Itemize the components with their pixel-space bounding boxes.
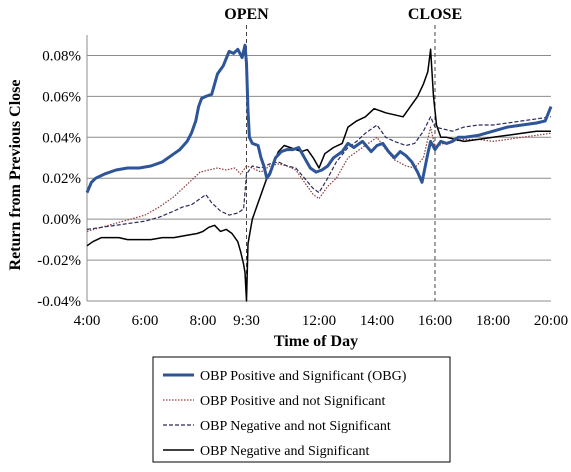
event-label: OPEN	[224, 6, 269, 23]
y-tick-label: 0.02%	[42, 171, 81, 187]
x-tick-label: 9:30	[233, 313, 260, 329]
y-tick-label: 0.00%	[42, 212, 81, 228]
event-label: CLOSE	[408, 6, 462, 23]
y-tick-label: -0.02%	[37, 253, 81, 269]
legend-label: OBP Negative and Significant	[200, 444, 370, 459]
legend-label: OBP Negative and not Significant	[200, 419, 391, 434]
x-tick-label: 14:00	[360, 313, 394, 329]
legend-box	[152, 356, 451, 463]
x-tick-label: 8:00	[190, 313, 217, 329]
x-tick-label: 18:00	[476, 313, 510, 329]
legend-label: OBP Positive and Significant (OBG)	[200, 369, 407, 384]
y-tick-label: -0.04%	[37, 294, 81, 310]
x-tick-label: 20:00	[534, 313, 568, 329]
y-axis-title: Return from Previous Close	[7, 80, 24, 271]
series-line	[86, 48, 551, 302]
x-tick-label: 12:00	[302, 313, 336, 329]
x-axis-title: Time of Day	[274, 333, 358, 350]
x-tick-labels: 4:00 6:00 8:00 9:30 12:00 14:00 16:00 18:00 20:0…	[74, 313, 568, 329]
plot-area	[85, 43, 553, 302]
series-line	[85, 43, 553, 194]
y-tick-label: 0.04%	[42, 130, 81, 146]
legend: OBP Positive and Significant (OBG) OBP Po…	[152, 356, 451, 463]
x-tick-label: 16:00	[418, 313, 452, 329]
x-tick-label: 6:00	[132, 313, 159, 329]
series-line	[86, 126, 552, 232]
y-tick-label: 0.06%	[42, 89, 81, 105]
x-tick-label: 4:00	[74, 313, 101, 329]
y-tick-labels: -0.04% -0.02% 0.00% 0.02% 0.04% 0.06% 0.08%	[37, 48, 81, 310]
gridlines	[87, 54, 551, 302]
legend-label: OBP Positive and not Significant	[200, 394, 385, 409]
series-line	[86, 116, 552, 230]
axes	[86, 35, 551, 302]
y-tick-label: 0.08%	[42, 48, 81, 64]
